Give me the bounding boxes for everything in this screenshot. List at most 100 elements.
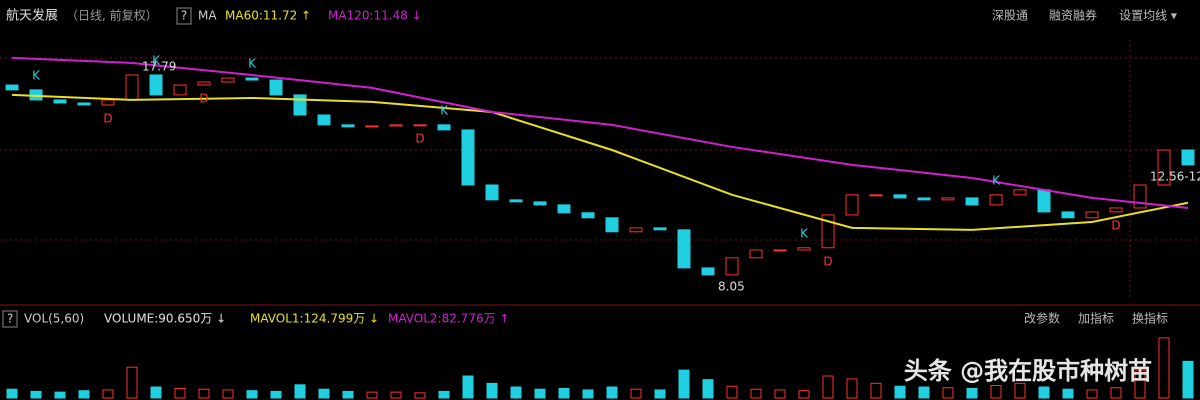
- volume-bar: [174, 387, 186, 399]
- volume-bar: [654, 389, 666, 399]
- candle: [197, 81, 211, 86]
- help-box[interactable]: [2, 310, 18, 328]
- price-annotation: 8.05: [718, 279, 745, 293]
- volume-bar: [390, 391, 402, 399]
- candle: [125, 74, 139, 101]
- volume-bar: [774, 389, 786, 399]
- candle: [53, 99, 67, 104]
- button[interactable]: 改参数: [1024, 311, 1060, 326]
- help[interactable]: ?: [181, 9, 187, 23]
- volume-bar: [102, 389, 114, 399]
- signal: D: [1111, 218, 1120, 232]
- volume-bar: [534, 388, 546, 399]
- candle: [101, 99, 115, 106]
- vol-name: VOL(5,60): [24, 312, 84, 326]
- candle: [1157, 149, 1171, 186]
- volume-label: VOLUME:90.650万 ↓: [104, 312, 226, 326]
- volume-bar: [270, 390, 282, 399]
- ma120-label: MA120:11.48 ↓: [328, 9, 422, 23]
- help-box[interactable]: [176, 7, 192, 25]
- candle: [557, 204, 571, 214]
- volume-bar: [942, 387, 954, 399]
- volume-bar: [966, 387, 978, 399]
- volume-bar: [582, 389, 594, 399]
- signal: K: [800, 226, 809, 240]
- vol-help[interactable]: ?: [7, 312, 13, 326]
- candle: [893, 194, 907, 199]
- volume-bar: [6, 388, 18, 399]
- candle: [1085, 211, 1099, 219]
- volume-bar: [222, 389, 234, 399]
- candle: [437, 124, 451, 131]
- signal: K: [32, 68, 41, 82]
- signal: D: [823, 254, 832, 268]
- volume-bar: [702, 379, 714, 399]
- candle: [581, 212, 595, 219]
- candle: [989, 194, 1003, 206]
- button[interactable]: 换指标: [1132, 311, 1168, 326]
- volume-bar: [198, 388, 210, 399]
- indicator: MA: [198, 9, 217, 23]
- ma-line: [11, 93, 1189, 231]
- volume-bar: [1158, 337, 1170, 399]
- volume-bar: [150, 386, 162, 399]
- volume-bar: [1014, 382, 1026, 399]
- volume-bar: [726, 385, 738, 399]
- volume-bar: [894, 385, 906, 399]
- signal: K: [440, 103, 449, 117]
- signal: D: [199, 92, 208, 106]
- volume-bar: [822, 375, 834, 399]
- candle: [461, 129, 475, 186]
- volume-bar: [438, 390, 450, 399]
- volume-bar: [990, 385, 1002, 399]
- candle: [1037, 189, 1051, 213]
- candle: [5, 84, 19, 91]
- candle: [389, 124, 403, 127]
- stock-name: 航天发展: [6, 8, 58, 24]
- volume-bar: [318, 388, 330, 399]
- candle: [917, 197, 931, 201]
- button[interactable]: 设置均线 ▾: [1119, 9, 1177, 23]
- signal: D: [415, 131, 424, 145]
- candle: [773, 249, 787, 252]
- candle: [269, 79, 283, 96]
- volume-bar: [462, 375, 474, 399]
- volume-bar: [342, 390, 354, 399]
- volume-bar: [1182, 360, 1194, 399]
- volume-bar: [30, 390, 42, 399]
- volume-bar: [678, 369, 690, 399]
- candle: [629, 227, 643, 233]
- volume-bar: [486, 382, 498, 399]
- button[interactable]: 加指标: [1078, 311, 1114, 326]
- volume-bar: [870, 382, 882, 399]
- grid: [0, 40, 1200, 300]
- candle: [317, 114, 331, 126]
- signal: D: [103, 111, 112, 125]
- candle: [797, 247, 811, 251]
- button[interactable]: 深股通: [992, 9, 1028, 23]
- volume-bar: [1110, 387, 1122, 399]
- volume-bar: [126, 366, 138, 399]
- candle: [701, 267, 715, 276]
- candle: [965, 197, 979, 206]
- volume-bar: [918, 386, 930, 399]
- volume-bar: [54, 391, 66, 399]
- mavol1-label: MAVOL1:124.799万 ↓: [250, 312, 379, 326]
- candle: [413, 124, 427, 127]
- candle: [1109, 207, 1123, 213]
- volume-bar: [78, 390, 90, 399]
- volume-bar: [750, 388, 762, 399]
- candle: [749, 249, 763, 259]
- signal: K: [992, 173, 1001, 187]
- volume-bar: [558, 387, 570, 399]
- volume-bar: [414, 392, 426, 399]
- signal: K: [248, 57, 257, 71]
- candle: [677, 229, 691, 269]
- candle: [293, 94, 307, 116]
- mavol2-label: MAVOL2:82.776万 ↑: [388, 312, 509, 326]
- button[interactable]: 融资融券: [1049, 8, 1097, 23]
- volume-bar: [246, 390, 258, 399]
- candle: [845, 194, 859, 216]
- volume-bar: [630, 388, 642, 399]
